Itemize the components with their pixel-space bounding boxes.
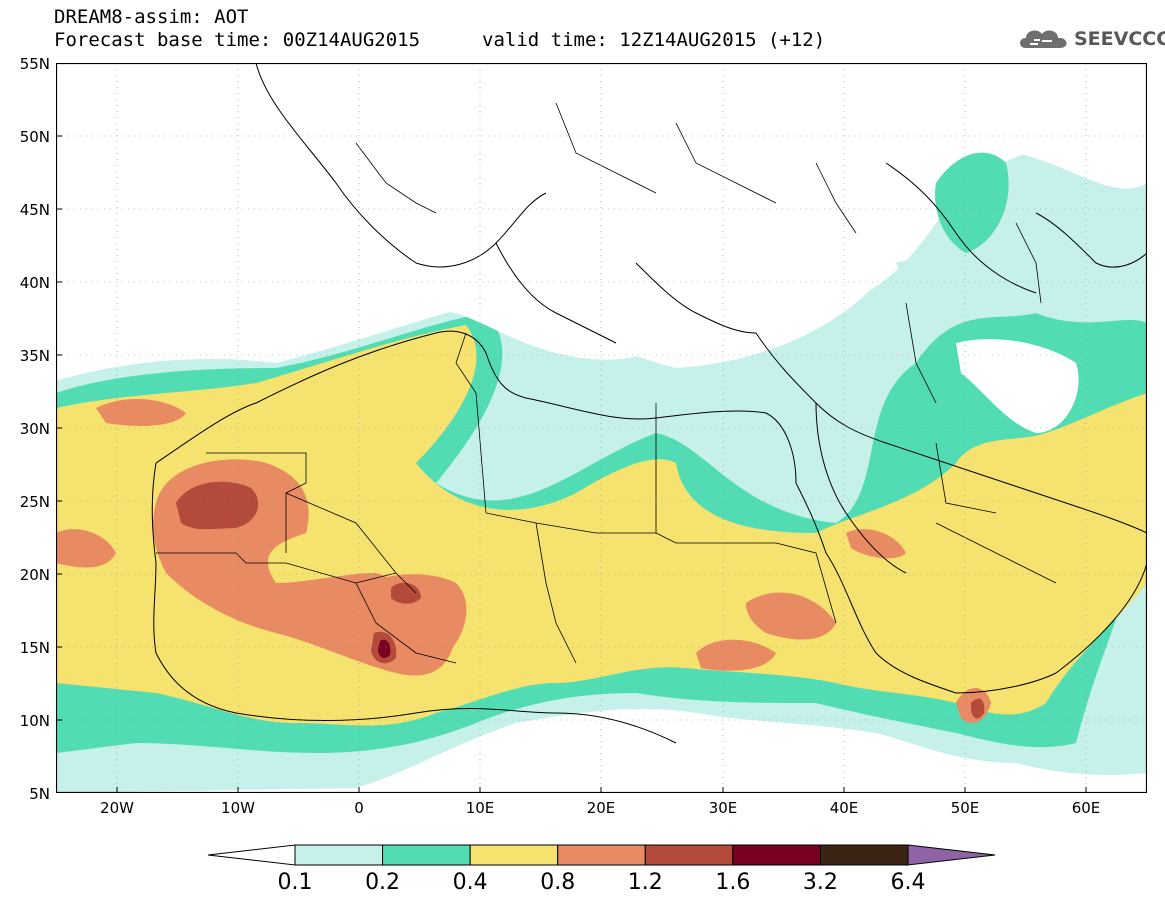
colorbar — [207, 844, 996, 866]
colorbar-bin — [557, 844, 646, 866]
aot-region-darkred-sahel — [391, 582, 421, 604]
colorbar-label: 0.4 — [452, 870, 488, 895]
axis-ticks — [56, 135, 1087, 793]
lon-label: 30E — [708, 799, 738, 817]
lon-label: 50E — [950, 799, 980, 817]
lat-label: 30N — [19, 420, 50, 438]
colorbar-bin — [294, 844, 384, 866]
aot-clear-mediterranean — [56, 63, 1147, 363]
colorbar-label: 1.2 — [627, 870, 663, 895]
lat-label: 40N — [19, 274, 50, 292]
colorbar-bin — [732, 844, 821, 866]
map-title: DREAM8-assim: AOT — [54, 6, 249, 28]
aot-region-orange-sudan — [746, 592, 836, 640]
lat-label: 5N — [29, 785, 50, 803]
lon-label: 10W — [221, 799, 255, 817]
lat-label: 10N — [19, 712, 50, 730]
aot-region-darkred-west — [176, 481, 259, 530]
colorbar-over-triangle — [907, 844, 996, 866]
aot-light-caspian — [935, 152, 1009, 253]
lon-label: 10E — [465, 799, 495, 817]
colorbar-label: 1.6 — [715, 870, 751, 895]
forecast-base-time: Forecast base time: 00Z14AUG2015 — [54, 29, 421, 51]
lon-label: 0 — [354, 799, 364, 817]
aot-region-orange-coast — [56, 529, 116, 568]
aot-region-orange-north — [96, 398, 186, 426]
aot-clear-iran — [956, 339, 1079, 433]
coastlines — [151, 63, 1147, 744]
lat-label: 20N — [19, 566, 50, 584]
colorbar-label: 0.1 — [277, 870, 313, 895]
colorbar-bin — [382, 844, 471, 866]
colorbar-bin — [819, 844, 909, 866]
aot-light-blacksea — [896, 259, 1016, 310]
valid-time: valid time: 12Z14AUG2015 (+12) — [482, 29, 826, 51]
colorbar-label: 0.2 — [365, 870, 401, 895]
aot-region-darkred-horn — [971, 698, 985, 719]
lat-label: 45N — [19, 201, 50, 219]
colorbar-bin — [469, 844, 559, 866]
lat-label: 35N — [19, 347, 50, 365]
colorbar-label: 6.4 — [890, 870, 926, 895]
lon-label: 20E — [586, 799, 616, 817]
lat-label: 50N — [19, 128, 50, 146]
colorbar-under-triangle — [207, 844, 296, 866]
lat-label: 25N — [19, 493, 50, 511]
borders — [156, 102, 1057, 664]
aot-map — [56, 63, 1147, 793]
cloud-icon — [1020, 30, 1067, 48]
colorbar-label: 0.8 — [540, 870, 576, 895]
lon-label: 20W — [100, 799, 134, 817]
lon-label: 60E — [1071, 799, 1101, 817]
logo-text: SEEVCCC — [1074, 28, 1165, 50]
colorbar-label: 3.2 — [802, 870, 838, 895]
lat-label: 15N — [19, 639, 50, 657]
aot-region-orange-east — [696, 639, 776, 671]
aot-region-orange-arabia — [846, 529, 906, 559]
aot-region-maroon — [378, 639, 391, 658]
lat-label: 55N — [19, 55, 50, 73]
colorbar-bin — [644, 844, 734, 866]
lon-label: 40E — [829, 799, 859, 817]
